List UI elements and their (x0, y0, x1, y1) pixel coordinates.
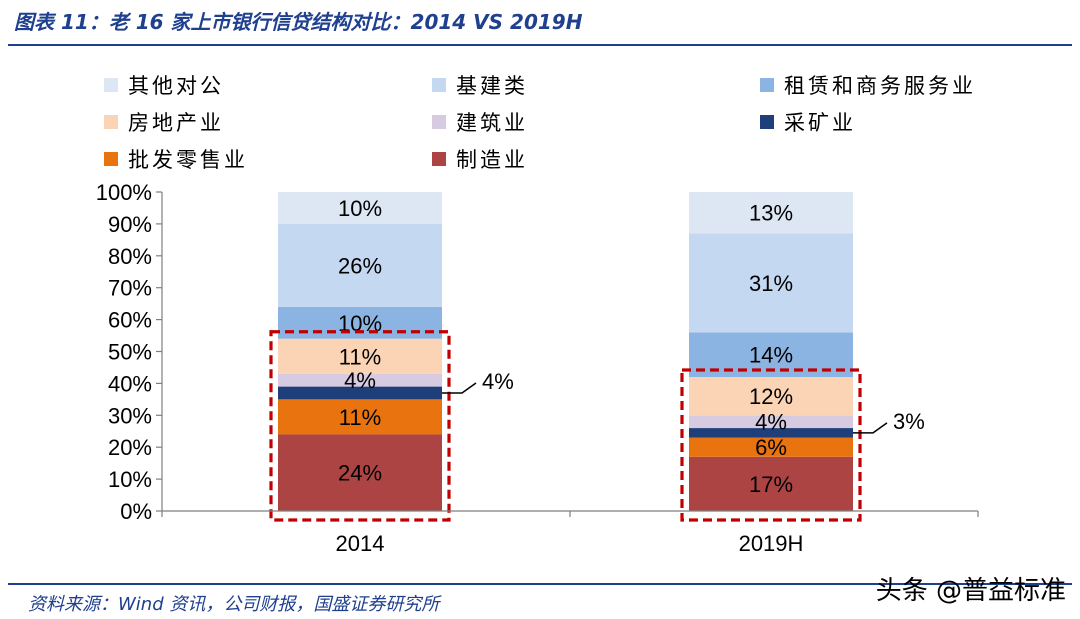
data-label-2019h-6: 14% (749, 343, 793, 368)
callout-line-2014 (442, 382, 477, 394)
legend-label-6: 采矿业 (784, 111, 856, 135)
data-label-2019h-2: 6% (755, 435, 787, 460)
callout-label-2019h: 3% (893, 409, 925, 434)
y-axis: 0% 10% 20% 30% 40% 50% 60% 70% 80% 90% 100% (96, 180, 163, 524)
bar-segment-2014-5 (278, 338, 442, 374)
bar-segment-2019h-2 (689, 437, 853, 457)
data-label-2014-2: 11% (339, 405, 381, 430)
legend-label-1: 其他对公 (128, 74, 224, 98)
y-tick-label: 90% (108, 212, 152, 237)
x-tick-label-2019h: 2019H (739, 531, 804, 556)
bar-segment-2019h-4 (689, 415, 853, 429)
y-tick-label: 10% (108, 467, 152, 492)
data-label-2014-8: 10% (338, 196, 382, 221)
y-tick-label: 80% (108, 244, 152, 269)
bar-segment-2019h-5 (689, 377, 853, 416)
legend-label-4: 房地产业 (128, 111, 224, 135)
watermark-text: 头条 @普益标准 (875, 576, 1066, 606)
source-note: 资料来源：Wind 资讯，公司财报，国盛证券研究所 (28, 594, 440, 615)
data-label-2014-5: 11% (339, 344, 381, 369)
legend-swatch-7 (104, 152, 118, 166)
legend-swatch-1 (104, 78, 118, 92)
y-tick-label: 60% (108, 308, 152, 333)
legend-label-3: 租赁和商务服务业 (784, 74, 976, 98)
legend-swatch-8 (432, 152, 446, 166)
y-tick-label: 100% (96, 180, 152, 205)
legend-label-5: 建筑业 (456, 111, 528, 135)
highlight-box-2019h (680, 368, 862, 522)
legend-swatch-4 (104, 115, 118, 129)
legend-swatch-3 (760, 78, 774, 92)
highlight-box-2014 (269, 330, 451, 522)
legend-label-8: 制造业 (456, 148, 528, 172)
data-label-2014-7: 26% (338, 253, 382, 278)
y-tick-label: 50% (108, 340, 152, 365)
legend-label-7: 批发零售业 (128, 148, 248, 172)
bar-segment-2014-3 (278, 386, 442, 400)
y-tick-label: 20% (108, 435, 152, 460)
data-label-2019h-5: 12% (749, 384, 793, 409)
y-tick-label: 70% (108, 276, 152, 301)
legend-swatch-2 (432, 78, 446, 92)
y-tick-label: 0% (120, 499, 152, 524)
bar-segment-2014-7 (278, 223, 442, 307)
bar-segment-2014-2 (278, 399, 442, 435)
callout-label-2014: 4% (482, 369, 514, 394)
y-tick-label: 30% (108, 403, 152, 428)
figure-title: 图表 11：老 16 家上市银行信贷结构对比：2014 VS 2019H (14, 10, 583, 34)
data-label-2019h-7: 31% (749, 271, 793, 296)
bar-segment-2019h-7 (689, 233, 853, 333)
legend-swatch-5 (432, 115, 446, 129)
data-labels-layer: 24%11%4%11%10%26%10%17%6%4%12%14%31%13%4… (269, 196, 925, 522)
callout-line-2019h (853, 422, 888, 434)
data-label-2019h-1: 17% (749, 472, 793, 497)
bar-segment-2014-6 (278, 306, 442, 339)
title-rule (8, 44, 1072, 46)
legend-swatch-6 (760, 115, 774, 129)
source-rule (8, 583, 1072, 585)
data-label-2014-1: 24% (338, 461, 382, 486)
bar-segment-2014-1 (278, 434, 442, 511)
bars-layer (278, 192, 853, 511)
x-tick-label-2014: 2014 (336, 531, 385, 556)
bar-segment-2019h-8 (689, 192, 853, 234)
bar-segment-2019h-3 (689, 428, 853, 438)
data-label-2019h-4: 4% (755, 410, 787, 435)
data-label-2014-4: 4% (344, 368, 376, 393)
bar-segment-2014-8 (278, 192, 442, 224)
data-label-2019h-8: 13% (749, 201, 793, 226)
bar-segment-2014-4 (278, 373, 442, 387)
bar-segment-2019h-1 (689, 456, 853, 511)
y-tick-label: 40% (108, 371, 152, 396)
legend-label-2: 基建类 (456, 74, 528, 98)
x-axis: 2014 2019H (161, 510, 979, 556)
